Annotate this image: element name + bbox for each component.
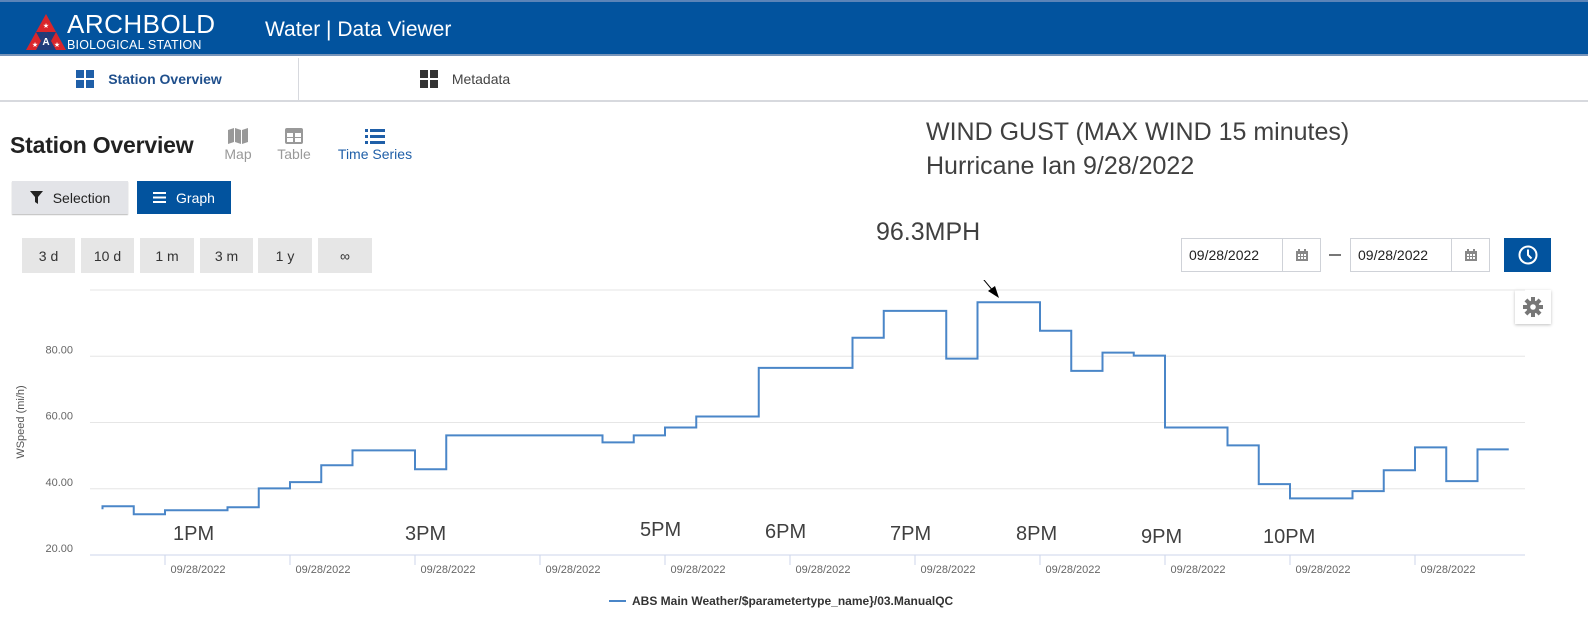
svg-text:20.00: 20.00 <box>45 543 73 555</box>
range-1y-button[interactable]: 1 y <box>258 238 312 273</box>
svg-text:A: A <box>42 37 49 48</box>
date-from-value[interactable]: 09/28/2022 <box>1182 239 1283 271</box>
chart-gridlines <box>90 289 1525 556</box>
view-tab-label: Map <box>224 146 252 162</box>
peak-annotation: 96.3MPH <box>876 218 981 246</box>
tab-label: Station Overview <box>108 71 222 87</box>
hour-label-9pm: 9PM <box>1141 526 1183 548</box>
range-3d-button[interactable]: 3 d <box>22 238 75 273</box>
svg-text:★: ★ <box>43 22 49 30</box>
view-tab-label: Table <box>277 146 311 162</box>
map-icon <box>222 126 254 146</box>
date-to-value[interactable]: 09/28/2022 <box>1351 239 1452 271</box>
x-axis: 09/28/2022 09/28/2022 09/28/2022 09/28/2022… <box>164 555 1476 576</box>
apply-time-button[interactable] <box>1504 238 1551 272</box>
logo-subtitle: BIOLOGICAL STATION <box>67 38 202 52</box>
svg-text:09/28/2022: 09/28/2022 <box>795 564 850 576</box>
logo-wordmark: ARCHBOLD <box>67 9 216 39</box>
chart-settings-button[interactable] <box>1515 290 1551 324</box>
annotation-line-1: WIND GUST (MAX WIND 15 minutes) <box>926 118 1350 146</box>
chart-annotation-title: WIND GUST (MAX WIND 15 minutes) Hurrican… <box>926 115 1349 183</box>
date-to-field[interactable]: 09/28/2022 <box>1350 238 1490 272</box>
svg-text:★: ★ <box>32 41 38 49</box>
hour-label-8pm: 8PM <box>1016 523 1058 545</box>
svg-text:09/28/2022: 09/28/2022 <box>170 564 225 576</box>
svg-text:09/28/2022: 09/28/2022 <box>545 564 600 576</box>
filter-icon <box>29 191 43 204</box>
svg-text:09/28/2022: 09/28/2022 <box>670 564 725 576</box>
tab-station-overview[interactable]: Station Overview <box>0 58 298 100</box>
tab-metadata[interactable]: Metadata <box>299 58 631 100</box>
table-icon <box>275 126 313 146</box>
view-tab-table[interactable]: Table <box>275 126 313 162</box>
peak-arrow <box>983 280 995 293</box>
hour-label-3pm: 3PM <box>405 523 447 545</box>
view-tab-time-series[interactable]: Time Series <box>336 126 414 162</box>
svg-text:09/28/2022: 09/28/2022 <box>1170 564 1225 576</box>
y-axis-ticks: 20.00 40.00 60.00 80.00 <box>45 344 73 555</box>
svg-text:09/28/2022: 09/28/2022 <box>1045 564 1100 576</box>
archbold-logo[interactable]: A ★ ★ ★ ARCHBOLD BIOLOGICAL STATION <box>26 9 226 54</box>
graph-label: Graph <box>176 189 215 206</box>
calendar-icon[interactable] <box>1283 239 1320 271</box>
svg-text:80.00: 80.00 <box>45 344 73 356</box>
page-title: Station Overview <box>10 132 194 158</box>
svg-text:09/28/2022: 09/28/2022 <box>420 564 475 576</box>
svg-text:09/28/2022: 09/28/2022 <box>295 564 350 576</box>
app-title: Water | Data Viewer <box>265 18 452 41</box>
svg-text:09/28/2022: 09/28/2022 <box>1295 564 1350 576</box>
grid-icon <box>419 70 438 88</box>
gear-icon <box>1523 297 1543 317</box>
y-axis-label: WSpeed (mi/h) <box>15 385 27 458</box>
selection-button[interactable]: Selection <box>12 181 128 214</box>
range-all-button[interactable]: ∞ <box>318 238 372 273</box>
main-tab-bar: Station Overview Metadata <box>0 58 1588 102</box>
menu-icon <box>153 192 167 203</box>
series-line <box>101 301 1509 516</box>
hour-label-6pm: 6PM <box>765 521 807 543</box>
logo-triangle-icon: A ★ ★ ★ <box>26 14 66 50</box>
hour-label-5pm: 5PM <box>640 519 682 541</box>
calendar-icon[interactable] <box>1452 239 1489 271</box>
view-tab-map[interactable]: Map <box>222 126 254 162</box>
top-header-bar: A ★ ★ ★ ARCHBOLD BIOLOGICAL STATION Wate… <box>0 0 1588 56</box>
list-icon <box>336 126 414 146</box>
peak-arrowhead <box>988 286 999 298</box>
date-range-dash <box>1329 254 1341 256</box>
chart-legend-item[interactable]: ABS Main Weather/$parametertype_name}/03… <box>609 594 953 608</box>
annotation-line-2: Hurricane Ian 9/28/2022 <box>926 152 1195 180</box>
legend-label: ABS Main Weather/$parametertype_name}/03… <box>632 594 954 608</box>
range-10d-button[interactable]: 10 d <box>81 238 134 273</box>
range-3m-button[interactable]: 3 m <box>200 238 253 273</box>
selection-label: Selection <box>52 189 111 206</box>
date-from-field[interactable]: 09/28/2022 <box>1181 238 1321 272</box>
view-tab-label: Time Series <box>337 146 413 162</box>
tab-label: Metadata <box>451 71 511 87</box>
hour-label-7pm: 7PM <box>890 523 932 545</box>
tab-divider <box>298 58 299 100</box>
svg-text:★: ★ <box>54 41 60 49</box>
hour-label-10pm: 10PM <box>1263 526 1316 548</box>
svg-text:09/28/2022: 09/28/2022 <box>1420 564 1475 576</box>
clock-icon <box>1518 245 1537 265</box>
svg-text:60.00: 60.00 <box>45 411 73 423</box>
legend-swatch <box>609 600 626 602</box>
graph-button[interactable]: Graph <box>137 181 231 214</box>
hour-label-1pm: 1PM <box>173 523 215 545</box>
range-1m-button[interactable]: 1 m <box>140 238 194 273</box>
svg-text:09/28/2022: 09/28/2022 <box>920 564 975 576</box>
grid-icon <box>76 70 95 88</box>
svg-text:40.00: 40.00 <box>45 477 73 489</box>
